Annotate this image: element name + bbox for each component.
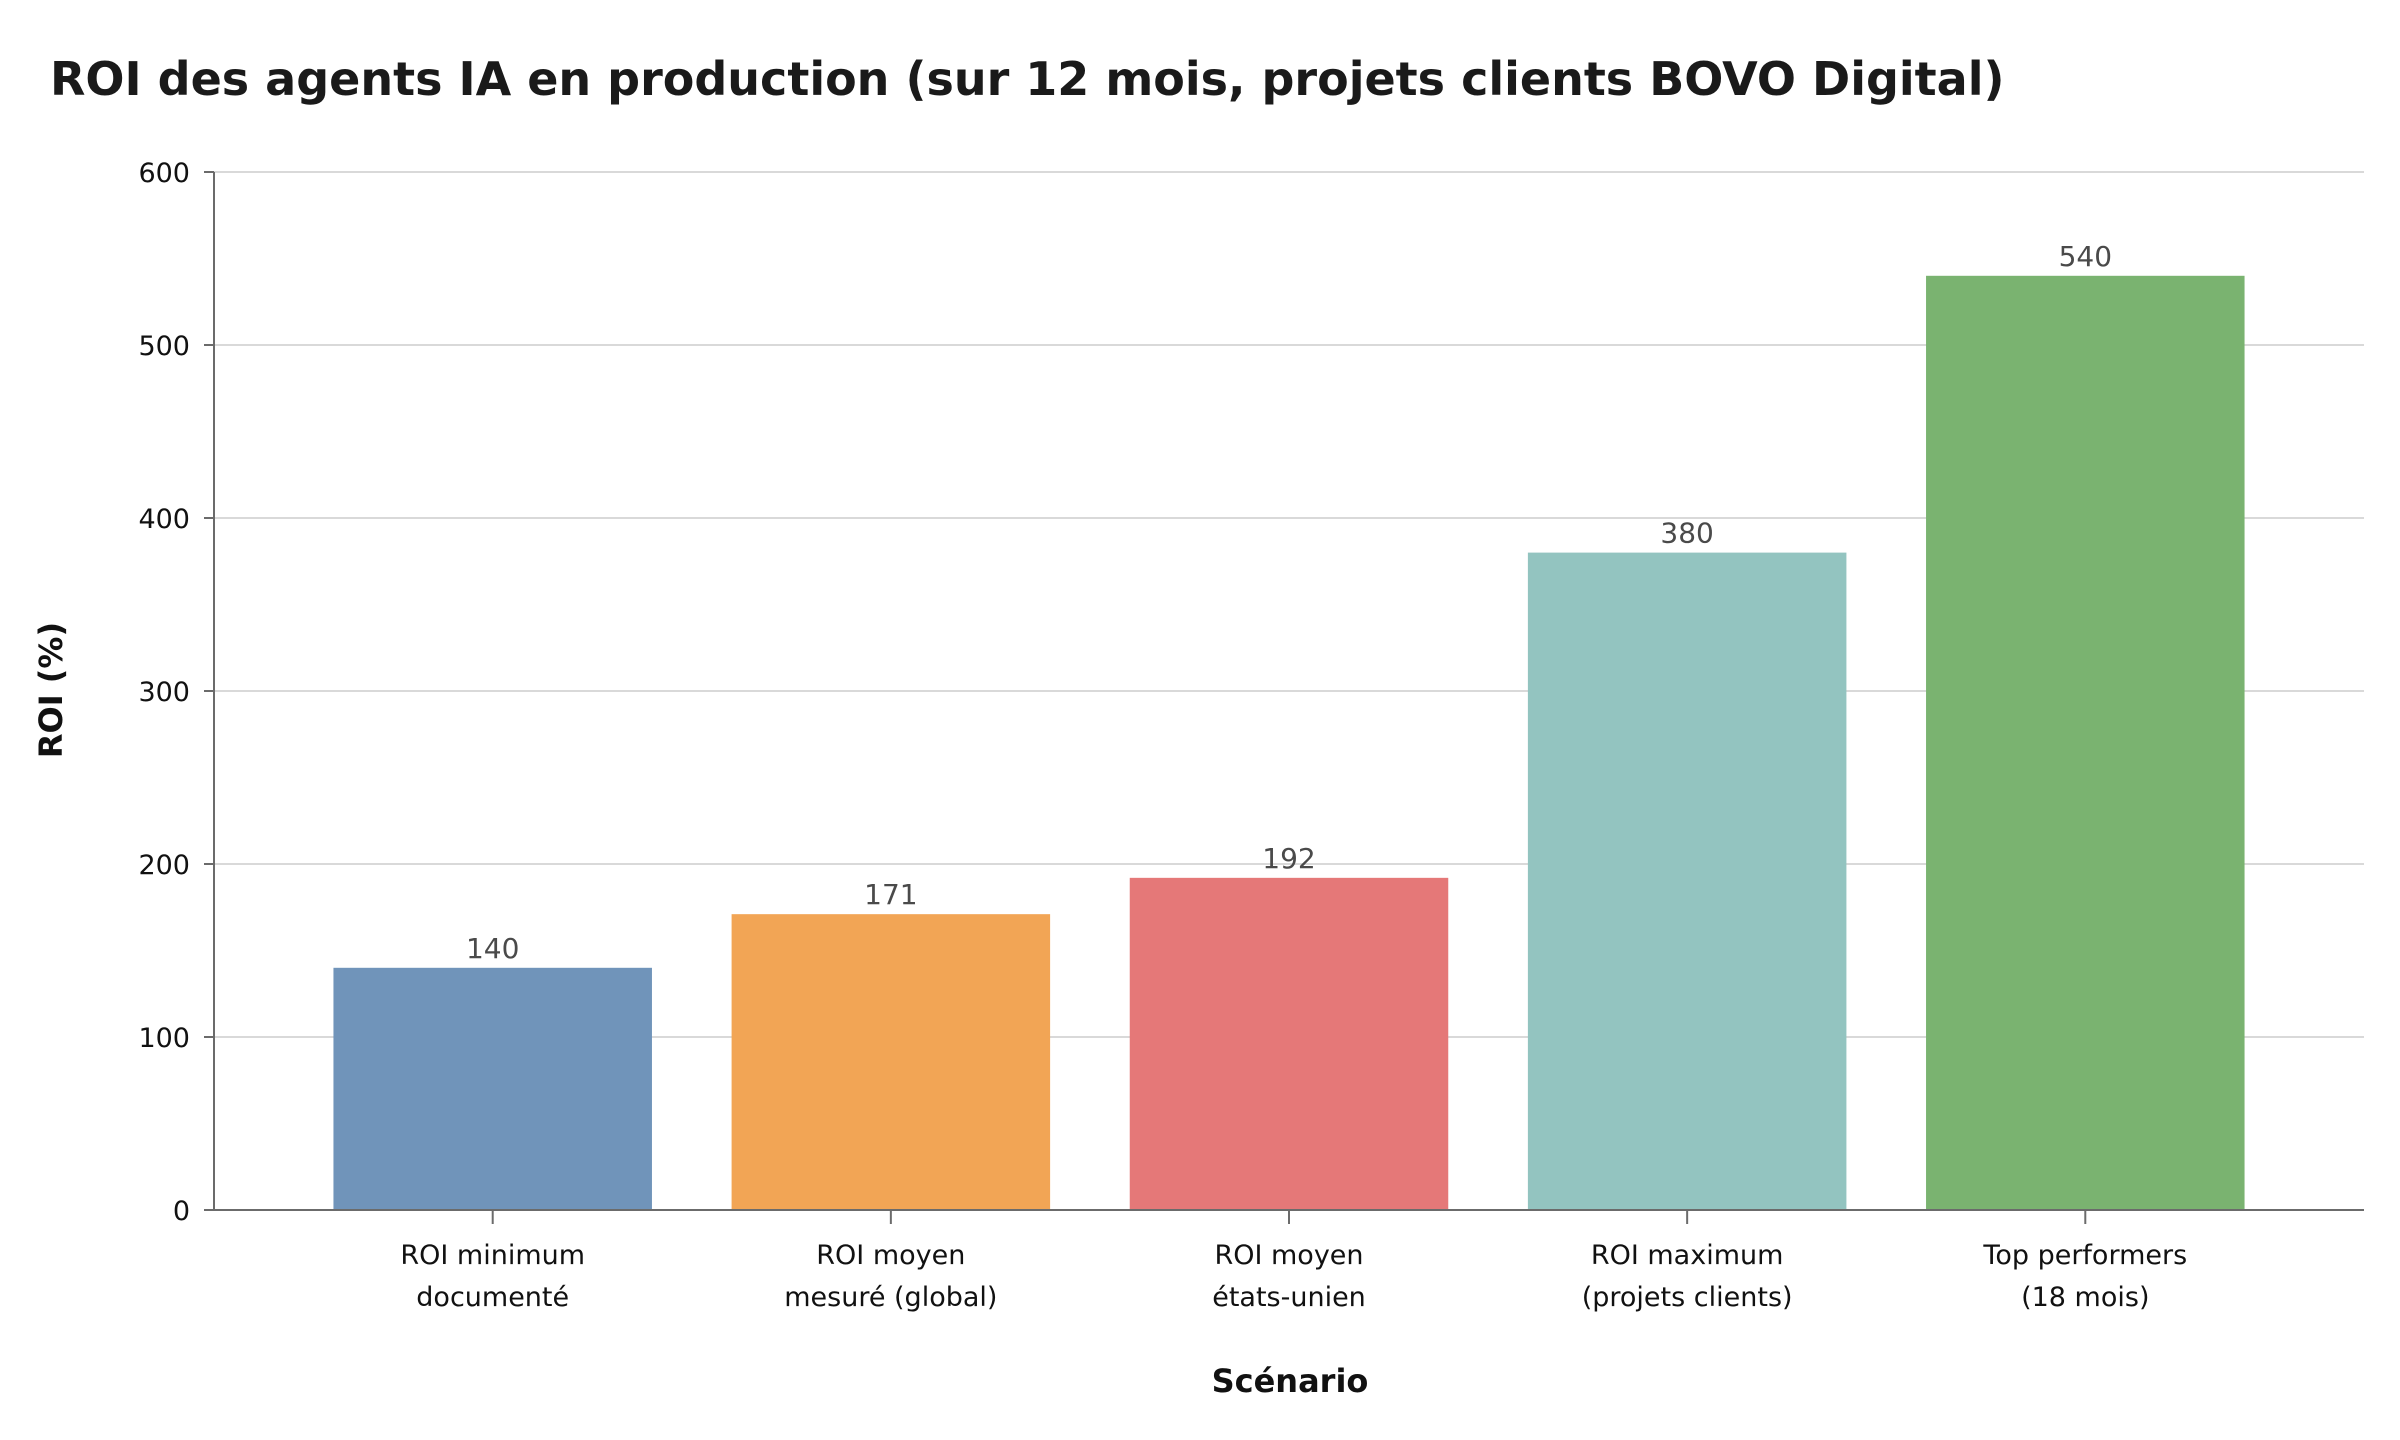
x-tick-label: ROI minimum [400, 1240, 585, 1271]
value-labels: 140 171 192 380 540 [466, 240, 2112, 965]
x-tick-label: ROI maximum [1591, 1240, 1784, 1271]
x-tick-label: (projets clients) [1582, 1282, 1793, 1313]
y-tick-label: 100 [138, 1023, 190, 1054]
y-tick-label: 600 [138, 158, 190, 189]
y-axis-label: ROI (%) [32, 622, 70, 758]
bar [1527, 552, 1847, 1210]
y-tick-label: 300 [138, 677, 190, 708]
x-tick-label: ROI moyen [1214, 1240, 1363, 1271]
x-tick-label: états-unien [1212, 1282, 1366, 1313]
bar [731, 914, 1051, 1210]
y-ticks: 0 100 200 300 400 500 600 [138, 158, 214, 1227]
bars [333, 275, 2245, 1210]
bar-value-label: 192 [1262, 842, 1315, 875]
y-tick-label: 200 [138, 850, 190, 881]
bar [1129, 877, 1449, 1210]
bar-value-label: 540 [2059, 240, 2112, 273]
x-tick-label: (18 mois) [2021, 1282, 2149, 1313]
bar-value-label: 380 [1660, 517, 1713, 550]
x-tick-label: ROI moyen [816, 1240, 965, 1271]
bar-value-label: 171 [864, 878, 917, 911]
bar [333, 967, 652, 1210]
x-tick-label: mesuré (global) [784, 1282, 997, 1313]
bar [1926, 275, 2245, 1210]
chart-title: ROI des agents IA en production (sur 12 … [50, 52, 2005, 106]
y-tick-label: 0 [173, 1196, 190, 1227]
x-tick-label: Top performers [1982, 1240, 2187, 1271]
x-axis-label: Scénario [1212, 1362, 1369, 1400]
bar-value-label: 140 [466, 932, 519, 965]
y-tick-label: 500 [138, 331, 190, 362]
y-tick-label: 400 [138, 504, 190, 535]
x-tick-label: documenté [416, 1282, 569, 1313]
x-ticks: ROI minimum documenté ROI moyen mesuré (glo… [400, 1210, 2187, 1313]
